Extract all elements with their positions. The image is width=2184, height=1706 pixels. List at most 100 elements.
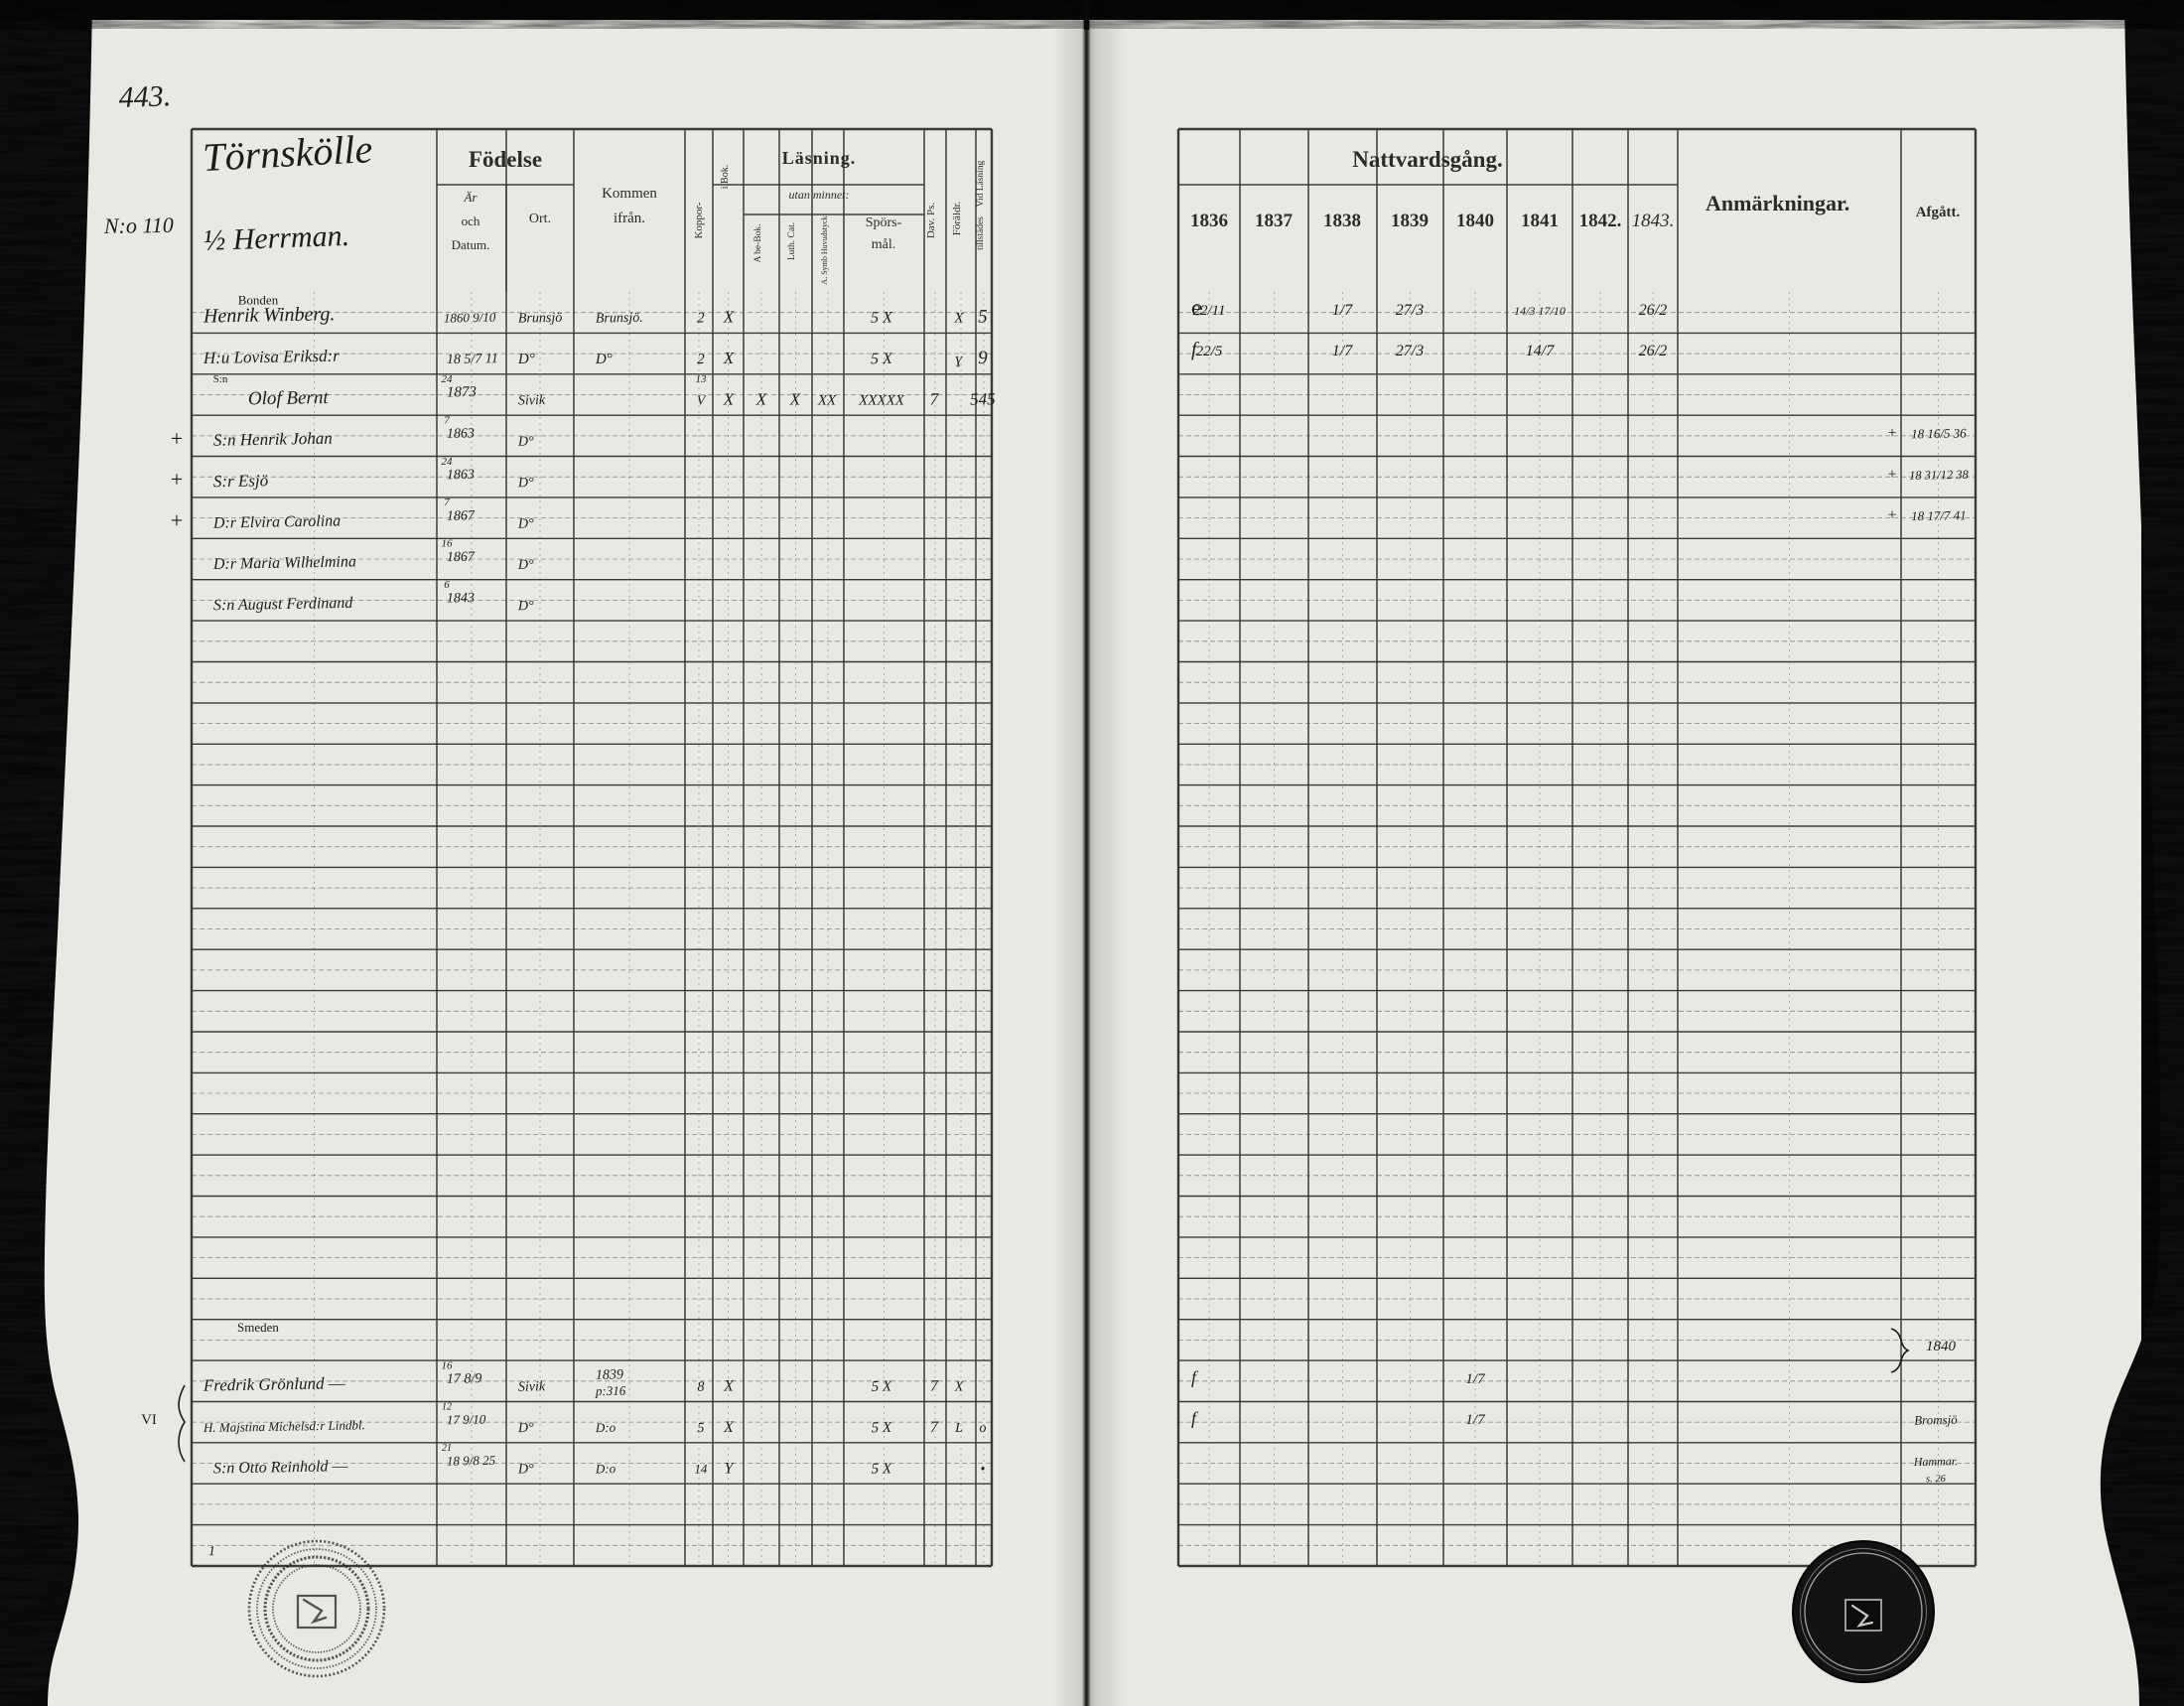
svg-text:14/3 17/10: 14/3 17/10 bbox=[1514, 304, 1566, 318]
svg-text:26/2: 26/2 bbox=[1639, 302, 1667, 319]
svg-text:1: 1 bbox=[208, 1544, 215, 1559]
svg-text:D°: D° bbox=[517, 352, 535, 367]
svg-text:Sivik: Sivik bbox=[518, 393, 546, 408]
svg-text:8: 8 bbox=[697, 1380, 704, 1395]
svg-text:X: X bbox=[723, 349, 735, 367]
svg-text:VI: VI bbox=[141, 1412, 157, 1428]
svg-text:S:n Otto Reinhold ––: S:n Otto Reinhold –– bbox=[213, 1458, 349, 1477]
svg-text:+: + bbox=[1887, 466, 1896, 483]
svg-text:D°: D° bbox=[595, 352, 613, 367]
svg-text:D:o: D:o bbox=[595, 1420, 616, 1435]
svg-text:ɣ: ɣ bbox=[955, 352, 963, 367]
svg-text:17 8/9: 17 8/9 bbox=[447, 1371, 482, 1387]
svg-text:X: X bbox=[789, 389, 801, 408]
svg-text:X: X bbox=[723, 1419, 735, 1436]
svg-text:7: 7 bbox=[930, 1378, 939, 1395]
svg-text:X: X bbox=[954, 1380, 964, 1395]
svg-text:D°: D° bbox=[517, 1462, 534, 1477]
svg-text:XXXXX: XXXXX bbox=[858, 392, 905, 408]
svg-text:1860 9/10: 1860 9/10 bbox=[444, 310, 496, 326]
svg-text:D:r Maria Wilhelmina: D:r Maria Wilhelmina bbox=[212, 553, 356, 573]
svg-text:Sivik: Sivik bbox=[518, 1379, 546, 1394]
svg-text:1840: 1840 bbox=[1926, 1339, 1957, 1354]
svg-text:1873: 1873 bbox=[447, 384, 477, 401]
svg-text:S:n August Ferdinand: S:n August Ferdinand bbox=[213, 595, 354, 614]
svg-text:V: V bbox=[697, 393, 707, 408]
svg-text:18 31/12 38: 18 31/12 38 bbox=[1909, 468, 1970, 483]
svg-text:Olof Bernt: Olof Bernt bbox=[248, 387, 330, 409]
svg-text:545: 545 bbox=[970, 389, 996, 408]
svg-text:D°: D° bbox=[517, 476, 534, 491]
svg-text:6: 6 bbox=[444, 579, 450, 591]
svg-text:1863: 1863 bbox=[447, 468, 475, 483]
svg-text:24: 24 bbox=[442, 456, 454, 468]
svg-text:Henrik Winberg.: Henrik Winberg. bbox=[203, 303, 336, 327]
svg-text:S:n Henrik Johan: S:n Henrik Johan bbox=[213, 429, 333, 450]
svg-text:X: X bbox=[723, 389, 735, 408]
svg-text:1843: 1843 bbox=[447, 591, 475, 606]
svg-text:H. Majstina Michelsd:r Lindbl.: H. Majstina Michelsd:r Lindbl. bbox=[203, 1417, 365, 1435]
svg-text:Brunsjö.: Brunsjö. bbox=[596, 311, 643, 327]
svg-text:7: 7 bbox=[930, 1419, 939, 1436]
svg-text:27/3: 27/3 bbox=[1396, 302, 1424, 319]
svg-text:5 X: 5 X bbox=[871, 351, 893, 367]
svg-text:1/7: 1/7 bbox=[1465, 1371, 1486, 1387]
svg-text:1863: 1863 bbox=[447, 426, 475, 441]
svg-text:D:o: D:o bbox=[595, 1461, 616, 1476]
svg-text:H:u Lovisa Eriksd:r: H:u Lovisa Eriksd:r bbox=[203, 347, 341, 367]
svg-text:7: 7 bbox=[444, 414, 450, 426]
svg-text:Brunsjö: Brunsjö bbox=[518, 311, 563, 327]
svg-text:D°: D° bbox=[517, 1421, 534, 1436]
svg-text:5 X: 5 X bbox=[872, 1379, 893, 1395]
svg-text:17 9/10: 17 9/10 bbox=[447, 1412, 486, 1428]
svg-text:9: 9 bbox=[978, 348, 988, 368]
svg-text:X: X bbox=[723, 308, 735, 327]
svg-text:7: 7 bbox=[929, 389, 939, 408]
svg-text:f: f bbox=[1191, 1408, 1199, 1428]
svg-text:•: • bbox=[980, 1462, 985, 1477]
svg-text:+: + bbox=[171, 508, 183, 533]
svg-text:+: + bbox=[171, 467, 183, 492]
svg-text:s. 26: s. 26 bbox=[1926, 1474, 1947, 1485]
svg-text:2: 2 bbox=[697, 352, 705, 367]
svg-text:XX: XX bbox=[817, 392, 837, 408]
svg-text:24: 24 bbox=[442, 373, 454, 385]
svg-text:D°: D° bbox=[517, 516, 534, 531]
svg-text:D°: D° bbox=[517, 599, 534, 614]
svg-text:14/7: 14/7 bbox=[1526, 343, 1555, 359]
svg-text:5 X: 5 X bbox=[872, 1461, 893, 1477]
svg-text:X: X bbox=[953, 311, 964, 327]
svg-text:5 X: 5 X bbox=[871, 309, 893, 326]
svg-text:1/7: 1/7 bbox=[1465, 1412, 1486, 1428]
svg-text:D°: D° bbox=[517, 558, 534, 573]
svg-text:S:r Esjö: S:r Esjö bbox=[213, 471, 269, 491]
svg-text:Fredrik Grönlund ––: Fredrik Grönlund –– bbox=[203, 1373, 346, 1395]
svg-text:X: X bbox=[755, 389, 767, 408]
svg-text:Smeden: Smeden bbox=[237, 1320, 279, 1335]
svg-text:7: 7 bbox=[444, 497, 450, 508]
svg-text:D:r Elvira Carolina: D:r Elvira Carolina bbox=[212, 512, 341, 531]
svg-text:18 9/8 25: 18 9/8 25 bbox=[447, 1453, 496, 1469]
svg-text:5: 5 bbox=[697, 1421, 704, 1436]
svg-text:18 17/7 41: 18 17/7 41 bbox=[1911, 507, 1967, 523]
svg-text:14: 14 bbox=[694, 1461, 708, 1476]
svg-text:5: 5 bbox=[978, 307, 988, 328]
svg-text:X: X bbox=[723, 1378, 735, 1395]
svg-text:S:n: S:n bbox=[213, 373, 228, 385]
svg-text:1/7: 1/7 bbox=[1332, 302, 1353, 319]
svg-text:12: 12 bbox=[442, 1402, 452, 1413]
svg-text:16: 16 bbox=[442, 1359, 454, 1371]
svg-text:2: 2 bbox=[697, 311, 705, 327]
svg-text:1867: 1867 bbox=[447, 550, 476, 566]
svg-text:5 X: 5 X bbox=[872, 1420, 893, 1436]
svg-text:1/7: 1/7 bbox=[1332, 343, 1353, 359]
svg-text:18 16/5 36: 18 16/5 36 bbox=[1911, 425, 1967, 441]
svg-text:18 5/7 11: 18 5/7 11 bbox=[447, 352, 498, 367]
svg-text:21: 21 bbox=[442, 1443, 452, 1454]
svg-text:Bromsjö: Bromsjö bbox=[1914, 1412, 1958, 1428]
svg-text:+: + bbox=[1887, 425, 1896, 442]
svg-text:+: + bbox=[171, 426, 183, 451]
svg-text:f: f bbox=[1191, 1367, 1199, 1387]
svg-text:+: + bbox=[1887, 507, 1896, 524]
svg-text:1867: 1867 bbox=[447, 508, 476, 524]
